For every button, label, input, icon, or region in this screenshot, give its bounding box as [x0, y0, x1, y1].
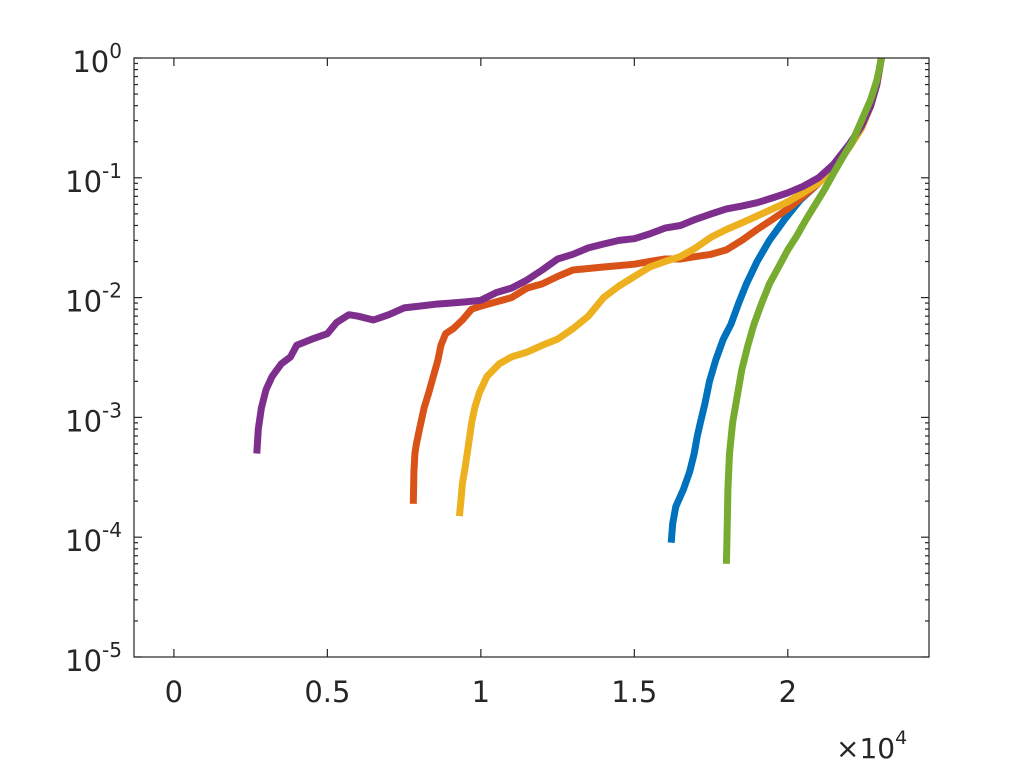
x-tick-label: 1.5 — [611, 675, 657, 709]
x-multiplier: ×104 — [836, 727, 907, 765]
series-5 — [722, 57, 885, 564]
ticks-layer: 0 0.5 1 1.5 2 10-5 10-4 10-3 10-2 10-1 100 — [65, 39, 929, 709]
series-4-line — [253, 57, 885, 454]
plot-frame — [133, 57, 930, 658]
x-multiplier-label: ×10 — [836, 732, 895, 765]
y-tick-label: 10-3 — [65, 398, 122, 438]
y-tick-label: 10-1 — [65, 159, 122, 199]
y-tick-label: 10-4 — [65, 518, 122, 558]
series-5-line — [722, 57, 885, 564]
x-tick-label: 2 — [779, 675, 797, 709]
plot-background — [134, 58, 929, 657]
series-4 — [253, 57, 885, 454]
x-tick-label: 0.5 — [304, 675, 350, 709]
x-multiplier-exponent: 4 — [895, 727, 907, 749]
x-tick-label: 1 — [472, 675, 490, 709]
y-tick-label: 10-5 — [65, 638, 122, 678]
y-tick-label: 100 — [72, 39, 122, 79]
svg-text:×104: ×104 — [836, 727, 907, 765]
x-tick-label: 0 — [165, 675, 183, 709]
series-layer — [253, 57, 885, 564]
y-tick-label: 10-2 — [65, 279, 122, 319]
